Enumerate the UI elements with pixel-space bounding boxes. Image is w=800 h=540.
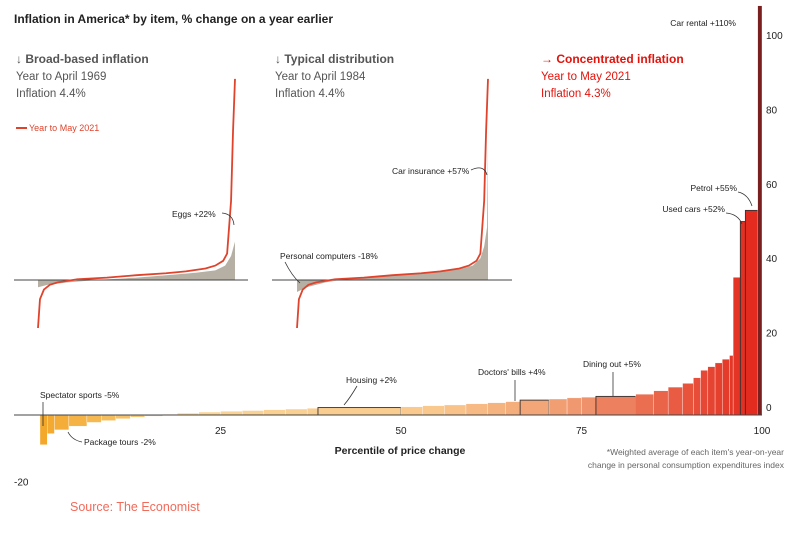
main-bar	[505, 401, 521, 416]
panel-inflation: Inflation 4.4%	[16, 88, 86, 100]
bar-annotation: Car rental +110%	[670, 18, 736, 28]
x-tick-label: 75	[576, 426, 588, 437]
main-bar	[519, 399, 550, 416]
bar-annotation: Package tours -2%	[84, 437, 156, 447]
x-tick-label: 100	[754, 426, 771, 437]
inset-annotation: Personal computers -18%	[280, 251, 378, 261]
panel-subheading: Year to April 1969	[16, 71, 106, 83]
panel-inflation: Inflation 4.3%	[541, 88, 611, 100]
panel-heading: ↓ Broad-based inflation	[16, 52, 149, 66]
inset-red-line	[37, 78, 236, 329]
main-bar	[285, 408, 308, 416]
bar-annotation: Dining out +5%	[583, 359, 641, 369]
main-bar	[86, 414, 102, 423]
main-bar	[722, 359, 730, 416]
panel-inflation: Inflation 4.4%	[275, 88, 345, 100]
source-note: Source: The Economist	[70, 500, 200, 514]
main-bar	[422, 405, 445, 416]
main-bar	[68, 414, 88, 427]
y-tick-label: 20	[766, 329, 778, 340]
main-bar	[635, 393, 654, 416]
main-bar	[739, 221, 746, 416]
main-bar	[693, 377, 701, 416]
main-bar	[47, 414, 55, 434]
y-tick-label: -20	[14, 477, 29, 488]
main-bar	[682, 383, 694, 416]
main-bar	[566, 397, 582, 416]
x-axis-label: Percentile of price change	[335, 445, 466, 457]
main-bar	[115, 414, 131, 419]
y-tick-label: 40	[766, 254, 778, 265]
main-bar	[707, 366, 716, 416]
inset-annotation: Eggs +22%	[172, 209, 216, 219]
main-bar	[306, 408, 319, 416]
bar-annotation: Spectator sports -5%	[40, 390, 120, 400]
annotation-leader	[343, 385, 358, 406]
panel-heading: ↓ Typical distribution	[275, 52, 394, 66]
y-tick-label: 0	[766, 403, 772, 414]
main-bar	[732, 277, 741, 416]
x-tick-label: 50	[395, 426, 407, 437]
main-bar	[757, 5, 763, 416]
main-bar	[653, 390, 669, 416]
main-bar	[465, 403, 488, 416]
y-tick-label: 80	[766, 105, 778, 116]
main-bar	[54, 414, 70, 431]
panel-heading: → Concentrated inflation	[541, 52, 684, 66]
inset-grey-area	[297, 143, 488, 292]
main-bar	[101, 414, 116, 421]
panel-subheading: Year to April 1984	[275, 71, 366, 83]
annotation-leader	[284, 261, 301, 284]
main-bar	[595, 395, 637, 416]
bar-annotation: Petrol +55%	[690, 183, 737, 193]
main-bar	[714, 362, 723, 416]
y-tick-label: 100	[766, 31, 783, 42]
chart-title: Inflation in America* by item, % change …	[14, 12, 333, 26]
panel-subheading: Year to May 2021	[541, 71, 631, 83]
bar-annotation: Used cars +52%	[662, 204, 725, 214]
annotation-leader	[470, 167, 488, 176]
main-bar	[263, 409, 286, 416]
main-bar	[729, 355, 734, 416]
main-bar	[220, 411, 243, 416]
main-bar	[700, 370, 709, 416]
main-bar	[39, 414, 48, 445]
main-bar	[487, 402, 506, 416]
legend-label: Year to May 2021	[29, 123, 99, 133]
x-tick-label: 25	[215, 426, 227, 437]
y-tick-label: 60	[766, 180, 778, 191]
annotation-leader	[737, 191, 753, 207]
main-bar	[581, 396, 597, 416]
annotation-leader	[221, 212, 235, 226]
main-bar	[548, 398, 568, 416]
footnote-line: *Weighted average of each item's year-on…	[607, 447, 784, 457]
bar-annotation: Housing +2%	[346, 375, 397, 385]
footnote-line: change in personal consumption expenditu…	[588, 460, 785, 470]
inset-grey-area	[38, 241, 235, 288]
bar-annotation: Doctors' bills +4%	[478, 367, 546, 377]
annotation-leader	[725, 212, 743, 225]
main-bar	[667, 386, 683, 416]
main-bar	[241, 410, 264, 416]
main-bar	[744, 209, 759, 416]
main-bar	[317, 407, 402, 416]
main-bar	[400, 406, 423, 416]
annotation-leader	[67, 431, 83, 443]
main-bar	[444, 404, 467, 416]
inset-red-line	[296, 78, 489, 329]
inset-annotation: Car insurance +57%	[392, 166, 470, 176]
